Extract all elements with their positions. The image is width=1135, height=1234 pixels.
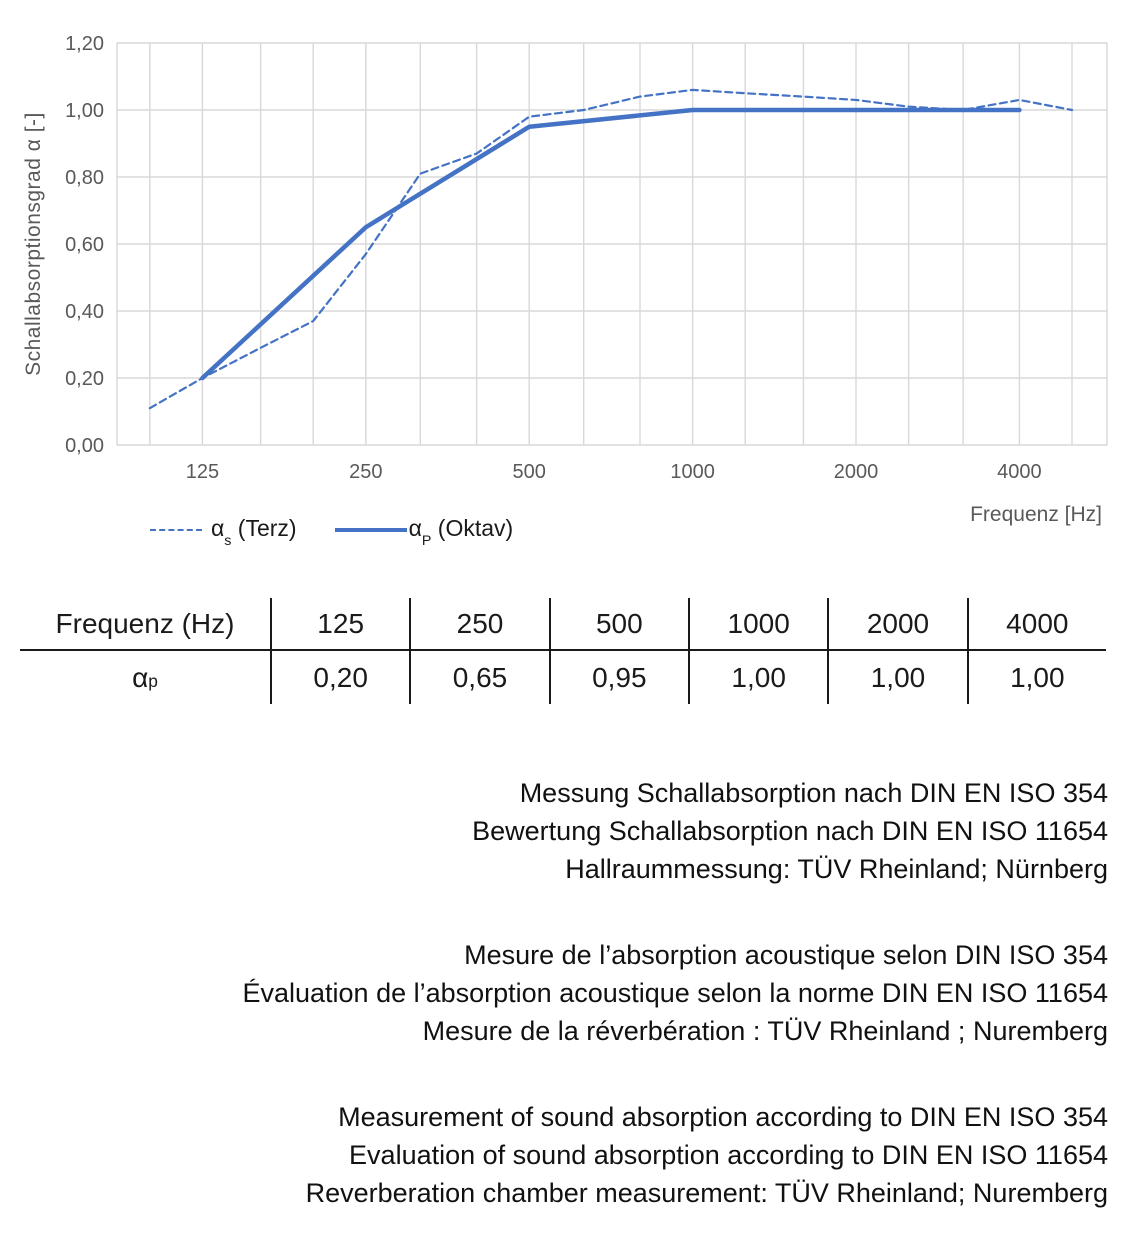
- x-tick-label: 500: [513, 461, 546, 483]
- table-value-cell: 1,00: [687, 651, 827, 704]
- text-line: Bewertung Schallabsorption nach DIN EN I…: [472, 816, 1108, 846]
- table-value-cell: 0,20: [270, 651, 409, 704]
- legend-item-alpha-p: αP (Oktav): [334, 514, 514, 549]
- text-line: Evaluation of sound absorption according…: [349, 1140, 1108, 1170]
- text-line: Évaluation de l’absorption acoustique se…: [242, 978, 1108, 1008]
- paragraph-german: Messung Schallabsorption nach DIN EN ISO…: [0, 774, 1135, 888]
- y-tick-label: 0,20: [65, 368, 104, 390]
- text-line: Reverberation chamber measurement: TÜV R…: [305, 1178, 1108, 1208]
- y-tick-label: 0,80: [65, 167, 104, 189]
- table-header-label: Frequenz (Hz): [20, 598, 270, 651]
- legend-label-alpha-p: αP (Oktav): [408, 514, 514, 549]
- legend-label-alpha-s: αs (Terz): [211, 514, 297, 549]
- text-line: Measurement of sound absorption accordin…: [338, 1102, 1108, 1132]
- table-header-cell: 1000: [687, 598, 828, 651]
- table-value-cell: 0,95: [548, 651, 688, 704]
- paragraph-french: Mesure de l’absorption acoustique selon …: [0, 936, 1135, 1050]
- y-tick-label: 0,00: [65, 435, 104, 457]
- series-line-solid: [200, 107, 1022, 381]
- y-axis-title: Schallabsorptionsgrad α [-]: [22, 112, 45, 376]
- dashed-line-swatch: [150, 529, 202, 531]
- text-line: Mesure de la réverbération : TÜV Rheinla…: [422, 1016, 1108, 1046]
- y-tick-label: 1,00: [65, 100, 104, 122]
- frequency-table: Frequenz (Hz) 125 250 500 1000 2000 4000…: [20, 598, 1106, 704]
- x-tick-label: 125: [186, 461, 219, 483]
- x-tick-label: 250: [349, 461, 382, 483]
- x-tick-label: 4000: [997, 461, 1042, 483]
- table-header-cell: 125: [270, 598, 410, 651]
- text-line: Messung Schallabsorption nach DIN EN ISO…: [519, 778, 1108, 808]
- x-tick-label: 1000: [670, 461, 715, 483]
- paragraph-english: Measurement of sound absorption accordin…: [0, 1098, 1135, 1212]
- table-header-cell: 500: [548, 598, 688, 651]
- x-axis-title: Frequenz [Hz]: [970, 503, 1102, 526]
- text-line: Hallraummessung: TÜV Rheinland; Nürnberg: [565, 854, 1108, 884]
- y-tick-label: 1,20: [65, 33, 104, 55]
- x-tick-label: 2000: [834, 461, 879, 483]
- chart-legend: αs (Terz) αP (Oktav): [150, 514, 514, 549]
- text-line: Mesure de l’absorption acoustique selon …: [464, 940, 1108, 970]
- table-value-cell: 1,00: [827, 651, 966, 704]
- series-line-dashed: [148, 88, 1074, 410]
- legend-item-alpha-s: αs (Terz): [150, 514, 297, 549]
- solid-line-swatch: [334, 527, 407, 533]
- table-value-cell: 0,65: [409, 651, 548, 704]
- chart-plot-area: 0,00 0,20 0,40 0,60 0,80 1,00 1,20 125 250 500 100…: [65, 33, 1108, 483]
- absorption-chart: 0,00 0,20 0,40 0,60 0,80 1,00 1,20 125 250 500 100…: [0, 0, 1135, 562]
- table-value-cell: 1,00: [966, 651, 1106, 704]
- table-header-cell: 250: [409, 598, 549, 651]
- table-header-cell: 4000: [966, 598, 1106, 651]
- y-tick-label: 0,40: [65, 301, 104, 323]
- table-header-cell: 2000: [827, 598, 967, 651]
- y-tick-label: 0,60: [65, 234, 104, 256]
